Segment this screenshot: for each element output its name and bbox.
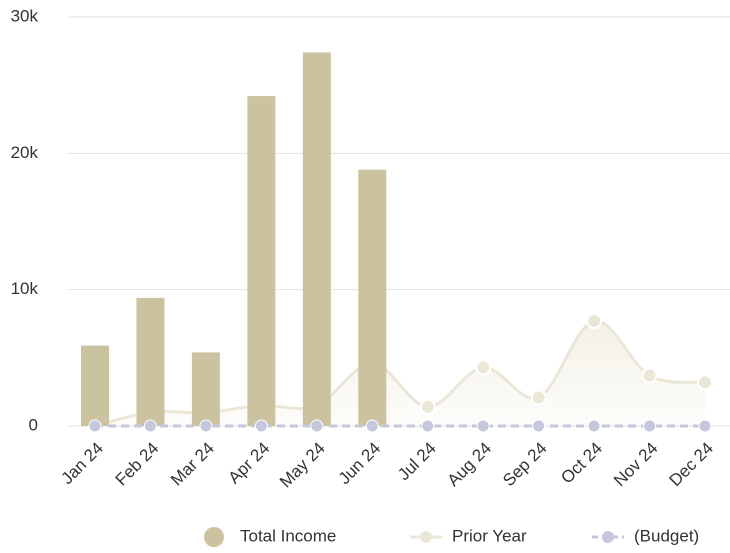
point	[88, 419, 102, 433]
x-tick-label: Sep 24	[499, 439, 551, 491]
point	[475, 359, 492, 376]
y-tick-label: 0	[29, 415, 38, 434]
point	[419, 398, 436, 415]
x-tick-label: Jun 24	[335, 439, 385, 489]
point	[530, 389, 547, 406]
x-tick-label: Oct 24	[557, 439, 606, 488]
y-tick-label: 30k	[11, 6, 39, 25]
point	[199, 419, 213, 433]
point	[254, 419, 268, 433]
area	[95, 320, 705, 426]
bar	[191, 352, 220, 426]
bar	[136, 297, 165, 426]
point	[365, 419, 379, 433]
bar	[358, 169, 387, 426]
legend-marker	[602, 531, 614, 543]
point	[698, 419, 712, 433]
x-tick-label: Dec 24	[665, 439, 717, 491]
point	[643, 419, 657, 433]
x-tick-label: Jul 24	[394, 439, 440, 485]
point	[586, 313, 603, 330]
y-tick-label: 10k	[11, 279, 39, 298]
legend-label: Total Income	[240, 526, 336, 545]
bar	[81, 345, 109, 426]
point	[641, 367, 658, 384]
point	[310, 419, 324, 433]
x-tick-label: Aug 24	[444, 439, 496, 491]
point	[476, 419, 490, 433]
legend-label: (Budget)	[634, 526, 699, 545]
x-tick-label: Apr 24	[225, 439, 274, 488]
point	[421, 419, 435, 433]
legend-item: Prior Year	[410, 526, 527, 545]
point	[143, 419, 157, 433]
x-tick-label: Mar 24	[167, 439, 218, 490]
point	[697, 374, 713, 391]
x-tick-label: May 24	[276, 439, 329, 492]
y-tick-label: 20k	[11, 143, 39, 162]
legend-marker	[420, 531, 432, 543]
legend-label: Prior Year	[452, 526, 527, 545]
legend-item: (Budget)	[592, 526, 699, 545]
point	[587, 419, 601, 433]
point	[532, 419, 546, 433]
legend-marker	[204, 527, 224, 547]
bar	[302, 52, 331, 427]
x-tick-label: Feb 24	[112, 439, 163, 490]
bar	[247, 96, 276, 426]
x-tick-label: Jan 24	[57, 439, 107, 489]
legend-item: Total Income	[204, 526, 336, 547]
x-tick-label: Nov 24	[610, 439, 662, 491]
